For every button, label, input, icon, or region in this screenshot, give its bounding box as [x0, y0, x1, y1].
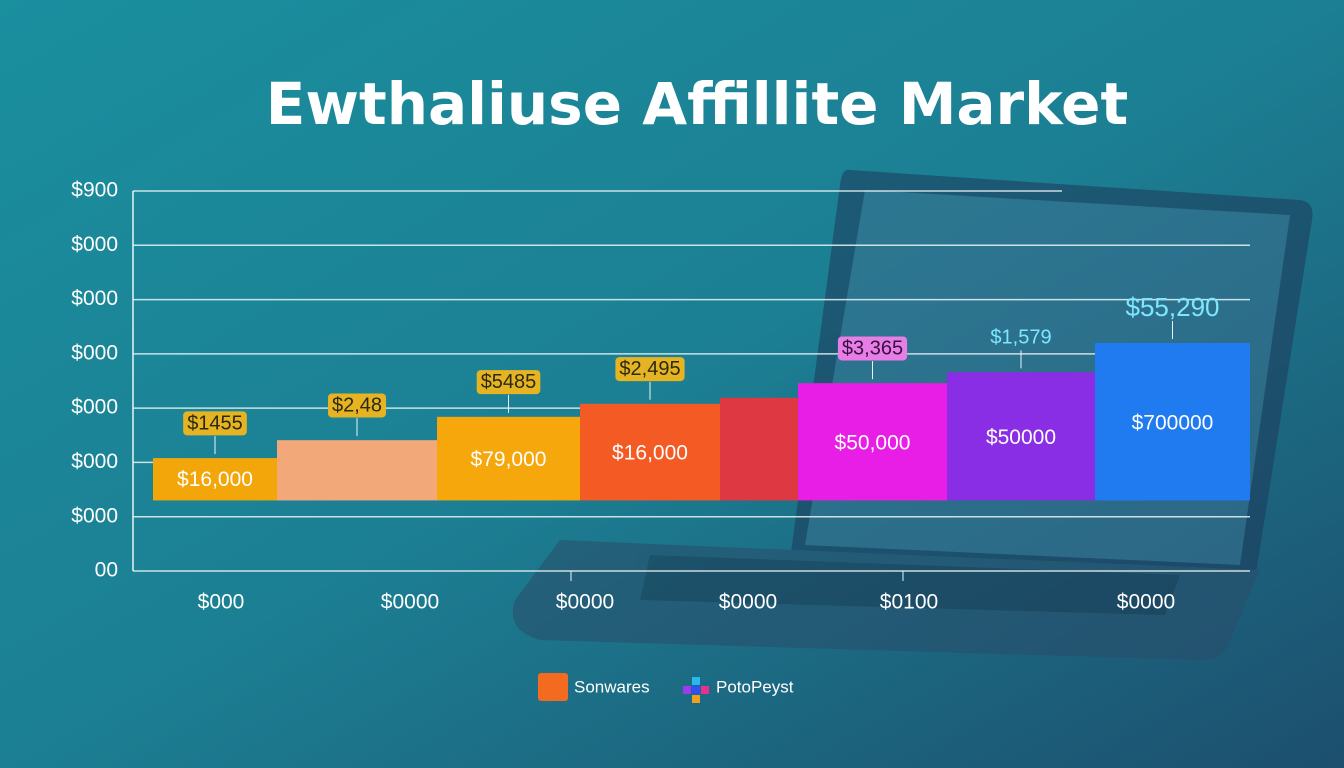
bar-top-label: $1,579: [990, 327, 1051, 349]
bar: [580, 403, 720, 501]
bar: [277, 440, 437, 501]
bar: [153, 458, 277, 501]
chart-title: Ewthaliuse Affillite Market: [266, 70, 1128, 138]
legend-swatch: [538, 673, 568, 701]
bar-inner-label: $79,000: [471, 448, 547, 471]
legend-icon-part: [683, 686, 691, 694]
legend: Sonwares PotoPeyst: [538, 673, 794, 703]
y-tick-label: $000: [71, 396, 118, 419]
x-tick-label: $0000: [556, 591, 614, 614]
label-box: [837, 336, 908, 361]
label-box: [183, 411, 247, 436]
y-tick-label: $000: [71, 233, 118, 256]
x-tick-label: $0000: [719, 591, 777, 614]
bar-inner-label: $50,000: [835, 431, 911, 454]
legend-icon-part: [692, 695, 700, 703]
y-tick-label: $000: [71, 287, 118, 310]
label-box: [327, 393, 387, 418]
legend-icon-part: [692, 677, 700, 685]
x-tick-label: $0000: [381, 591, 439, 614]
bar: [798, 383, 947, 501]
bar-inner-label: $50000: [986, 426, 1056, 449]
bar: [437, 416, 580, 501]
label-box: [615, 357, 685, 382]
x-tick-label: $0100: [880, 591, 938, 614]
legend-label: Sonwares: [574, 677, 650, 696]
label-box: [476, 370, 541, 395]
x-tick-label: $000: [198, 591, 245, 614]
bar: [1095, 343, 1250, 501]
bar-top-label: $55,290: [1126, 292, 1220, 322]
bar-top-label: $2,48: [332, 394, 382, 416]
y-tick-label: $900: [71, 179, 118, 202]
legend-icon: [683, 677, 709, 703]
y-tick-label: $000: [71, 504, 118, 527]
legend-icon-part: [701, 686, 709, 694]
legend-label: PotoPeyst: [716, 677, 794, 696]
bar-top-label: $3,365: [842, 337, 903, 359]
bar-inner-label: $700000: [1132, 411, 1214, 434]
plot-area: 00 $000 $000 $000 $000 $000 $000 $900 $16,000 $14…: [71, 179, 1250, 614]
y-tick-label: $000: [71, 341, 118, 364]
bar-top-label: $5485: [481, 371, 537, 393]
bar-top-label: $2,495: [619, 358, 680, 380]
y-tick-label: 00: [95, 559, 118, 582]
legend-icon-part: [692, 686, 700, 694]
bar: [947, 372, 1095, 501]
bar: [720, 397, 798, 501]
x-tick-label: $0000: [1117, 591, 1175, 614]
y-tick-label: $000: [71, 450, 118, 473]
bar-inner-label: $16,000: [612, 442, 688, 465]
bar-top-label: $1455: [187, 412, 243, 434]
bar-inner-label: $16,000: [177, 468, 253, 491]
